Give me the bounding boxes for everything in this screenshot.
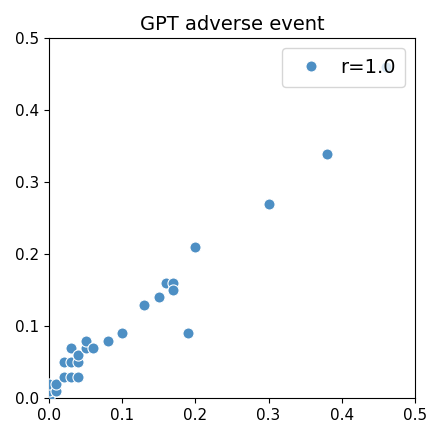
Point [192,244,199,251]
Point [89,344,96,351]
Point [67,359,74,366]
Point [382,64,389,71]
Title: GPT adverse event: GPT adverse event [140,15,324,34]
Point [170,279,177,286]
Point [265,201,272,208]
Legend: r=1.0: r=1.0 [282,48,405,86]
Point [53,380,60,387]
Point [82,337,89,344]
Point [75,352,82,359]
Point [155,294,162,301]
Point [75,373,82,380]
Point [46,395,53,402]
Point [82,344,89,351]
Point [60,373,67,380]
Point [67,344,74,351]
Point [104,337,111,344]
Point [60,359,67,366]
Point [324,150,331,157]
Point [46,380,53,387]
Point [141,301,148,308]
Point [75,359,82,366]
Point [67,373,74,380]
Point [170,287,177,294]
Point [53,388,60,395]
Point [46,388,53,395]
Point [118,330,126,337]
Point [184,330,191,337]
Point [163,279,170,286]
